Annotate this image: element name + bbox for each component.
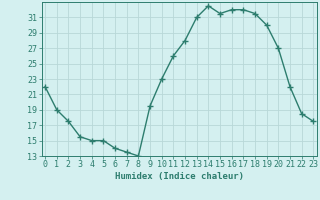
X-axis label: Humidex (Indice chaleur): Humidex (Indice chaleur) bbox=[115, 172, 244, 181]
